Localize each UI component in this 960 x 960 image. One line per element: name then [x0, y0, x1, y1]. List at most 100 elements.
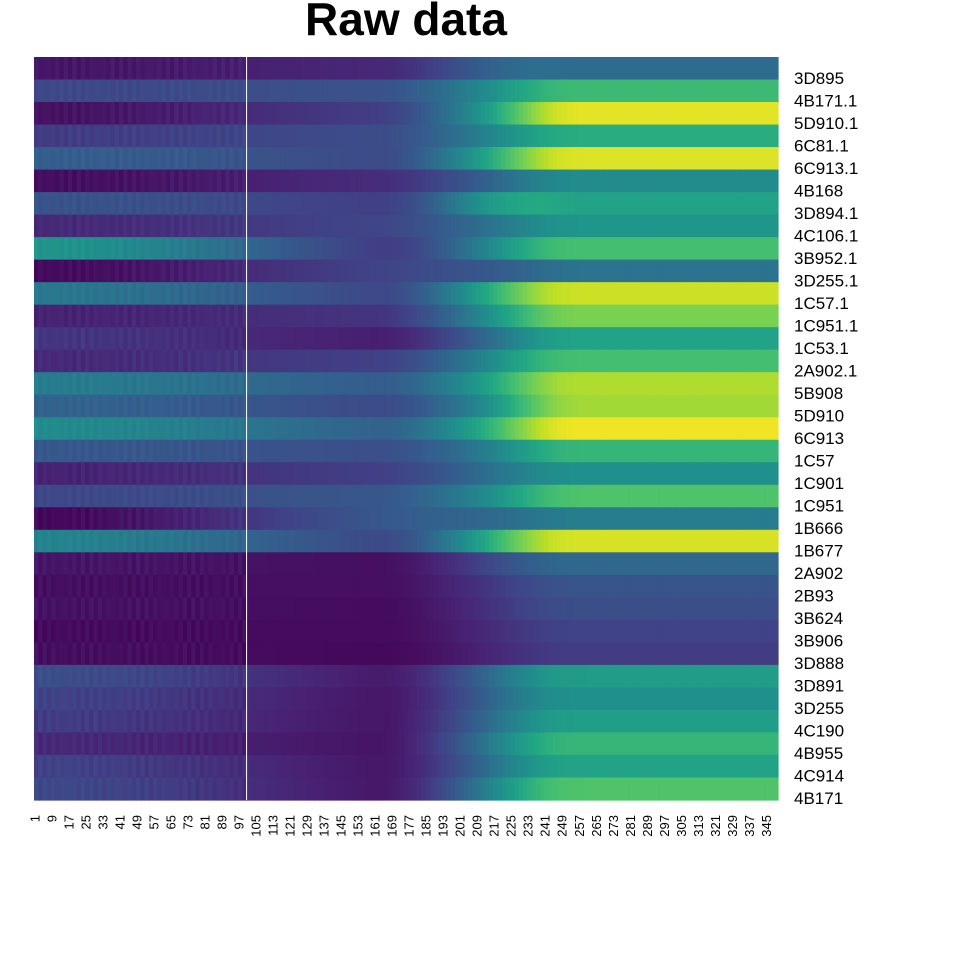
heatmap-cell [416, 124, 422, 148]
heatmap-cell [80, 507, 86, 531]
heatmap-cell [446, 394, 452, 418]
heatmap-cell [161, 484, 167, 508]
heatmap-cell [403, 552, 409, 576]
heatmap-cell [578, 147, 584, 171]
heatmap-cell [493, 394, 498, 418]
heatmap-cell [127, 664, 133, 689]
heatmap-cell [408, 642, 413, 666]
heatmap-cell [726, 484, 732, 508]
heatmap-cell [59, 529, 65, 553]
heatmap-cell [633, 417, 639, 441]
heatmap-cell [110, 372, 116, 396]
heatmap-cell [250, 484, 256, 508]
heatmap-cell [459, 394, 464, 418]
heatmap-cell [467, 237, 473, 261]
heatmap-cell [667, 304, 673, 328]
heatmap-cell [187, 282, 192, 306]
heatmap-cell [446, 462, 452, 486]
heatmap-cell [565, 124, 571, 148]
heatmap-cell [344, 552, 350, 576]
heatmap-cell [701, 124, 707, 148]
heatmap-cell [276, 327, 282, 351]
heatmap-cell [641, 394, 647, 418]
heatmap-cell [42, 192, 48, 216]
heatmap-cell [85, 237, 90, 261]
heatmap-cell [667, 597, 673, 621]
heatmap-cell [556, 394, 562, 418]
heatmap-cell [229, 349, 235, 373]
heatmap-cell [658, 484, 664, 508]
heatmap-cell [284, 237, 290, 261]
heatmap-cell [225, 507, 231, 531]
heatmap-cell [705, 327, 711, 351]
heatmap-cell [501, 642, 507, 666]
heatmap-cell [493, 372, 498, 396]
heatmap-cell [467, 664, 473, 689]
heatmap-cell [127, 214, 133, 238]
heatmap-cell [726, 124, 732, 148]
heatmap-cell [46, 462, 52, 486]
heatmap-cell [42, 169, 48, 193]
heatmap-cell [255, 124, 260, 148]
heatmap-cell [144, 147, 150, 171]
heatmap-cell [289, 439, 294, 463]
heatmap-cell [684, 124, 690, 148]
heatmap-cell [497, 57, 503, 81]
heatmap-cell [522, 214, 528, 238]
heatmap-cell [63, 619, 69, 643]
heatmap-cell [552, 304, 558, 328]
heatmap-cell [229, 147, 235, 171]
heatmap-cell [97, 417, 103, 441]
heatmap-cell [314, 282, 320, 306]
heatmap-cell [641, 439, 647, 463]
heatmap-cell [76, 124, 82, 148]
heatmap-cell [480, 439, 486, 463]
heatmap-cell [59, 642, 65, 666]
heatmap-cell [76, 372, 82, 396]
heatmap-cell [255, 439, 260, 463]
heatmap-cell [658, 304, 664, 328]
heatmap-cell [675, 214, 681, 238]
heatmap-cell [612, 124, 618, 148]
heatmap-cell [378, 214, 384, 238]
heatmap-cell [629, 529, 635, 553]
heatmap-cell [51, 597, 56, 621]
heatmap-cell [34, 619, 39, 643]
heatmap-cell [110, 192, 116, 216]
heatmap-cell [578, 484, 584, 508]
heatmap-cell [624, 57, 630, 81]
heatmap-cell [718, 214, 724, 238]
heatmap-cell [131, 552, 137, 576]
heatmap-cell [391, 282, 396, 306]
heatmap-cell [250, 619, 256, 643]
heatmap-cell [68, 439, 73, 463]
heatmap-cell [127, 79, 133, 103]
heatmap-cell [272, 687, 277, 711]
heatmap-cell [97, 214, 103, 238]
heatmap-cell [361, 124, 367, 148]
heatmap-cell [182, 259, 188, 283]
heatmap-cell [85, 282, 90, 306]
heatmap-cell [688, 282, 694, 306]
heatmap-cell [170, 552, 175, 576]
heatmap-cell [578, 597, 584, 621]
heatmap-cell [454, 169, 460, 193]
heatmap-cell [459, 372, 464, 396]
heatmap-cell [165, 214, 171, 238]
heatmap-cell [442, 57, 447, 81]
heatmap-cell [442, 484, 447, 508]
heatmap-cell [63, 169, 69, 193]
heatmap-cell [382, 552, 388, 576]
heatmap-cell [195, 304, 201, 328]
heatmap-cell [297, 507, 303, 531]
heatmap-cell [153, 439, 158, 463]
heatmap-cell [221, 102, 226, 126]
heatmap-cell [612, 214, 618, 238]
heatmap-cell [446, 529, 452, 553]
heatmap-cell [590, 484, 596, 508]
heatmap-cell [590, 259, 596, 283]
heatmap-cell [752, 574, 758, 598]
heatmap-cell [263, 462, 269, 486]
heatmap-cell [620, 327, 626, 351]
heatmap-cell [323, 484, 328, 508]
